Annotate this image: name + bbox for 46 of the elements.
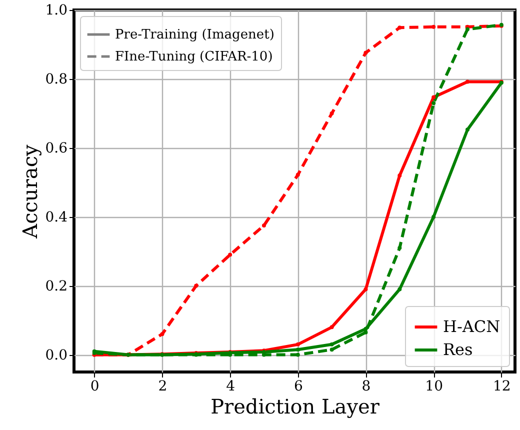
point (296, 342, 300, 346)
point (296, 172, 300, 177)
point (466, 128, 470, 132)
x-tick-label: 0 (90, 378, 100, 394)
point (398, 287, 402, 292)
point (398, 246, 402, 250)
point (398, 26, 402, 30)
y-tick-label: 0.0 (45, 347, 68, 364)
point (466, 80, 470, 84)
point (228, 252, 232, 257)
point (194, 284, 198, 288)
point (398, 173, 402, 178)
x-tick-label: 12 (493, 378, 511, 394)
point (296, 352, 300, 357)
point (432, 95, 436, 100)
x-tick-label: 8 (362, 378, 371, 394)
point (364, 330, 368, 334)
point (160, 332, 164, 336)
point (432, 101, 436, 106)
point (466, 27, 470, 32)
y-axis-title: Accuracy (18, 144, 42, 240)
x-tick-label: 10 (425, 378, 443, 394)
point (364, 326, 368, 331)
y-tick-label: 0.2 (45, 278, 68, 294)
x-tick-label: 2 (158, 378, 168, 394)
point (330, 348, 334, 352)
y-tick-label: 0.8 (45, 71, 68, 88)
x-tick-label: 4 (226, 378, 236, 394)
legend-label: H-ACN (443, 317, 500, 336)
point (330, 325, 334, 330)
x-tick-label: 6 (294, 378, 303, 394)
point (330, 111, 334, 116)
legend-label: Pre-Training (Imagenet) (115, 28, 274, 42)
y-tick-label: 0.4 (45, 209, 68, 226)
point (432, 24, 436, 29)
point (262, 223, 266, 228)
point (330, 342, 334, 346)
legend-label: Res (443, 340, 473, 359)
point (364, 50, 368, 55)
point (296, 348, 300, 352)
legend-label: FIne-Tuning (CIFAR-10) (115, 50, 273, 64)
x-axis-title: Prediction Layer (210, 394, 380, 418)
point (432, 214, 436, 219)
point (364, 287, 368, 292)
y-tick-label: 1.0 (45, 2, 68, 18)
y-tick-label: 0.6 (45, 140, 68, 156)
